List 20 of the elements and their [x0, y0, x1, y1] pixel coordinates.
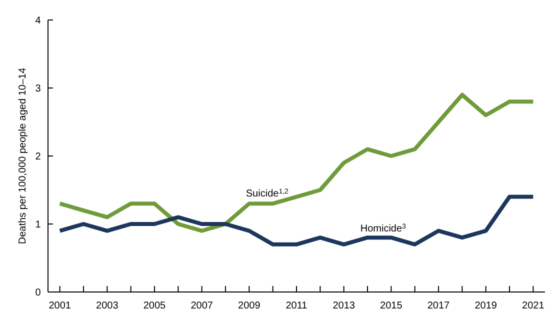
y-axis-title: Deaths per 100,000 people aged 10–14: [18, 67, 28, 244]
y-tick-label: 3: [35, 84, 42, 94]
x-tick-label: 2009: [238, 300, 261, 312]
series-label: Suicide$^{1,2}$: [246, 188, 289, 200]
x-tick-label: 2017: [427, 300, 450, 312]
x-tick-label: 2019: [474, 300, 498, 312]
y-tick-label: 4: [35, 16, 42, 26]
x-tick-label: 2007: [190, 300, 214, 312]
line-series: [58, 92, 536, 233]
x-tick-label: 2011: [286, 300, 308, 312]
y-tick-label: 2: [35, 152, 42, 162]
x-tick-label: 2001: [48, 300, 72, 312]
y-tick-label: 1: [35, 220, 42, 230]
y-tick-label: 0: [35, 288, 42, 298]
x-tick-label: 2015: [380, 300, 403, 312]
x-tick-label: 2013: [332, 300, 356, 312]
x-tick-label: 2021: [522, 300, 545, 312]
series-label: Homicide$^{3}$: [360, 223, 406, 235]
x-tick-label: 2005: [143, 300, 166, 312]
x-tick-label: 2003: [96, 300, 119, 312]
